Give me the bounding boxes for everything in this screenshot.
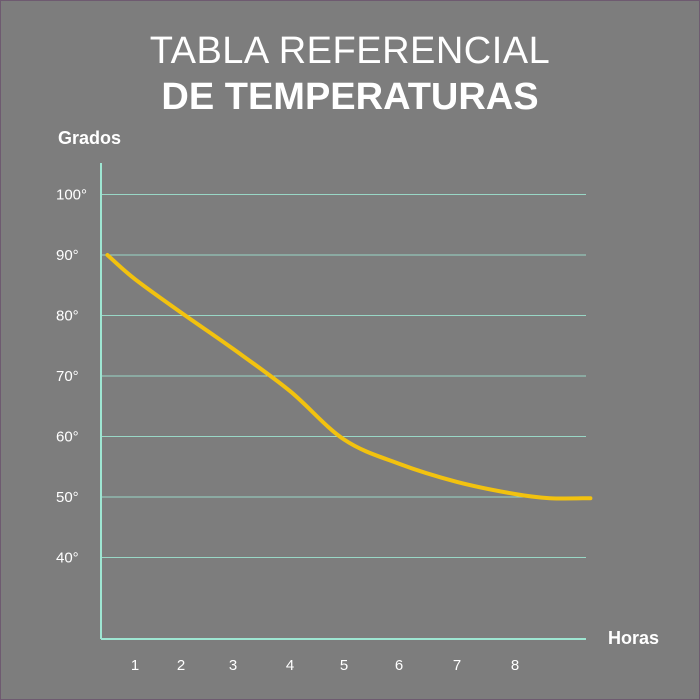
grid-layer [101, 194, 586, 558]
y-tick-label: 70° [56, 368, 79, 385]
y-tick-label: 60° [56, 429, 79, 446]
x-tick-label: 4 [286, 657, 294, 674]
series-layer [105, 253, 593, 501]
y-tick-label: 50° [56, 489, 79, 506]
temperature-series-line [105, 253, 593, 501]
x-tick-label: 6 [395, 657, 403, 674]
x-tick-labels: 1 2 3 4 5 6 7 8 [131, 657, 519, 674]
x-tick-label: 3 [229, 657, 237, 674]
chart-title-line1: TABLA REFERENCIAL [149, 30, 551, 72]
y-tick-label: 40° [56, 550, 79, 567]
chart-title-line2: DE TEMPERATURAS [161, 76, 539, 118]
y-tick-label: 100° [56, 187, 87, 204]
y-tick-labels: 100° 90° 80° 70° 60° 50° 40° [56, 187, 87, 567]
x-tick-label: 5 [340, 657, 348, 674]
x-axis-label: Horas [608, 628, 660, 648]
y-tick-label: 80° [56, 308, 79, 325]
x-tick-label: 2 [177, 657, 185, 674]
y-tick-label: 90° [56, 247, 79, 264]
axes-layer [100, 163, 586, 640]
x-tick-label: 7 [453, 657, 461, 674]
x-tick-label: 1 [131, 657, 139, 674]
x-tick-label: 8 [511, 657, 519, 674]
y-axis-label: Grados [58, 128, 122, 148]
